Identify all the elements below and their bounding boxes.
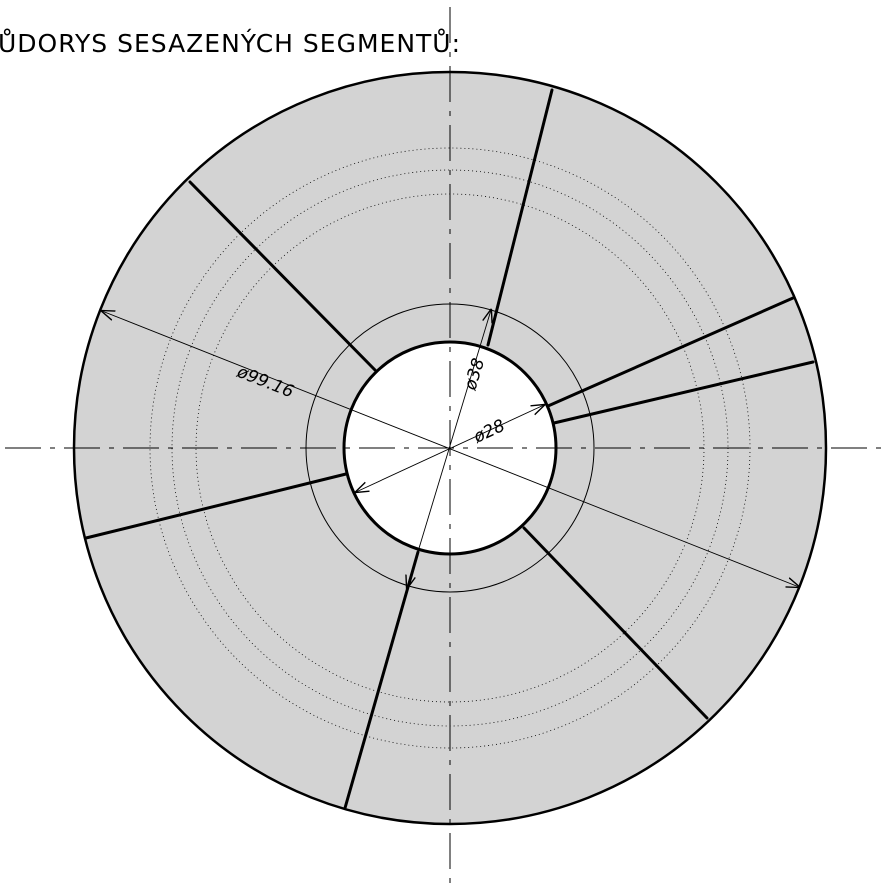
dimension-line-d28 — [356, 405, 544, 492]
drawing-title: ŮDORYS SESAZENÝCH SEGMENTŮ: — [0, 28, 461, 58]
dimension-lines — [102, 310, 799, 588]
